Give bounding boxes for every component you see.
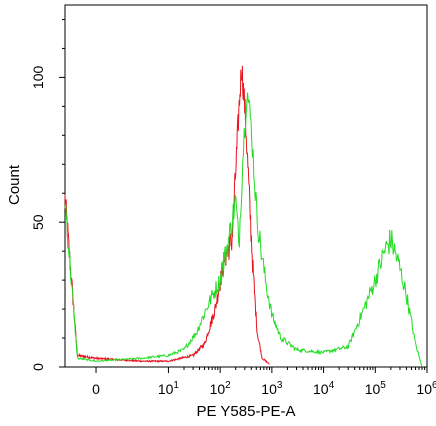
x-tick-label: 106 — [416, 380, 436, 397]
series-layer — [64, 65, 423, 368]
x-tick-label: 0 — [92, 381, 100, 397]
x-tick-label: 103 — [261, 380, 283, 397]
histogram-series-2 — [64, 92, 423, 368]
x-axis-ticks: 0 101 102 103 104 105 106 — [92, 367, 436, 397]
x-tick-label: 104 — [313, 380, 335, 397]
x-tick-label: 102 — [210, 380, 232, 397]
y-axis-ticks: 0 50 100 — [30, 18, 65, 371]
y-tick-label: 0 — [30, 363, 46, 371]
y-axis-label: Count — [6, 164, 23, 205]
histogram-series-1 — [64, 65, 270, 365]
x-tick-label: 101 — [158, 380, 180, 397]
x-tick-label: 105 — [365, 380, 387, 397]
x-axis-label: PE Y585-PE-A — [197, 403, 296, 420]
y-tick-label: 100 — [30, 66, 46, 90]
y-tick-label: 50 — [30, 214, 46, 230]
plot-frame — [64, 4, 428, 368]
